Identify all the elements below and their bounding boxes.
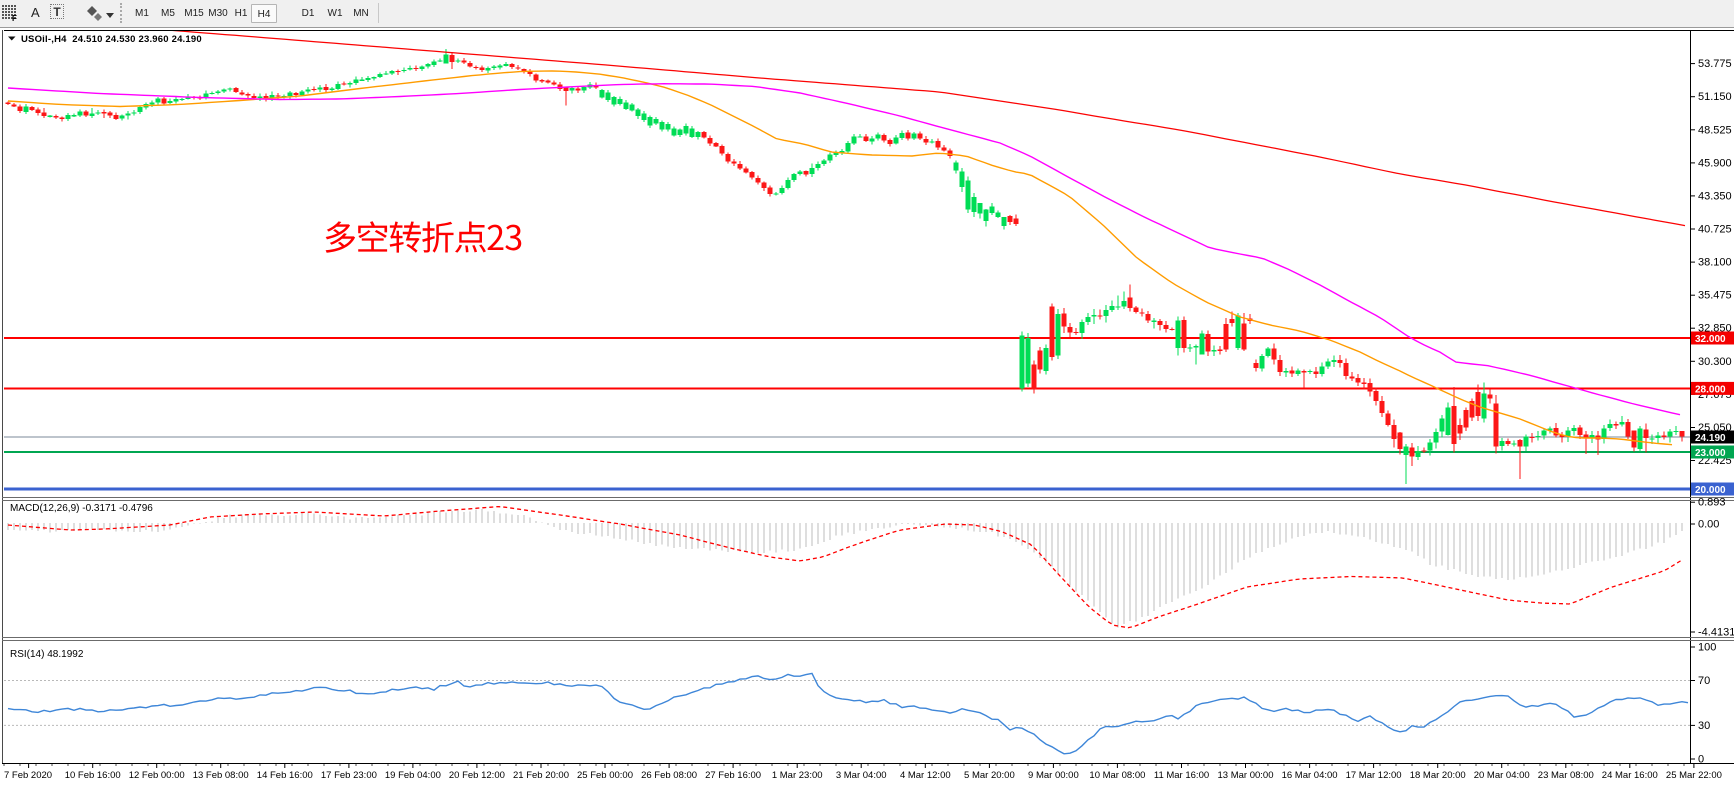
svg-text:20.000: 20.000 <box>1695 485 1726 496</box>
svg-text:12 Feb 00:00: 12 Feb 00:00 <box>129 770 185 781</box>
svg-text:23 Mar 08:00: 23 Mar 08:00 <box>1538 770 1594 781</box>
svg-text:20 Mar 04:00: 20 Mar 04:00 <box>1474 770 1530 781</box>
svg-text:MACD(12,26,9) -0.3171 -0.4796: MACD(12,26,9) -0.3171 -0.4796 <box>10 503 153 514</box>
svg-text:10 Mar 08:00: 10 Mar 08:00 <box>1089 770 1145 781</box>
svg-text:0: 0 <box>1698 754 1704 766</box>
svg-text:21 Feb 20:00: 21 Feb 20:00 <box>513 770 569 781</box>
svg-text:24.190: 24.190 <box>1695 433 1726 444</box>
svg-text:23.000: 23.000 <box>1695 448 1726 459</box>
svg-text:48.525: 48.525 <box>1698 124 1732 136</box>
svg-text:13 Mar 00:00: 13 Mar 00:00 <box>1218 770 1274 781</box>
svg-text:100: 100 <box>1698 642 1716 654</box>
svg-text:26 Feb 08:00: 26 Feb 08:00 <box>641 770 697 781</box>
svg-text:40.725: 40.725 <box>1698 224 1732 236</box>
svg-text:5 Mar 20:00: 5 Mar 20:00 <box>964 770 1015 781</box>
svg-text:17 Feb 23:00: 17 Feb 23:00 <box>321 770 377 781</box>
svg-text:10 Feb 16:00: 10 Feb 16:00 <box>65 770 121 781</box>
svg-text:20 Feb 12:00: 20 Feb 12:00 <box>449 770 505 781</box>
svg-text:17 Mar 12:00: 17 Mar 12:00 <box>1346 770 1402 781</box>
svg-text:43.350: 43.350 <box>1698 190 1732 202</box>
svg-text:9 Mar 00:00: 9 Mar 00:00 <box>1028 770 1079 781</box>
svg-text:3 Mar 04:00: 3 Mar 04:00 <box>836 770 887 781</box>
svg-text:0.00: 0.00 <box>1698 519 1719 531</box>
svg-text:0.893: 0.893 <box>1698 497 1726 509</box>
svg-text:16 Mar 04:00: 16 Mar 04:00 <box>1282 770 1338 781</box>
svg-text:25 Feb 00:00: 25 Feb 00:00 <box>577 770 633 781</box>
svg-text:25 Mar 22:00: 25 Mar 22:00 <box>1666 770 1722 781</box>
svg-text:18 Mar 20:00: 18 Mar 20:00 <box>1410 770 1466 781</box>
svg-text:RSI(14) 48.1992: RSI(14) 48.1992 <box>10 649 84 660</box>
svg-text:1 Mar 23:00: 1 Mar 23:00 <box>772 770 823 781</box>
svg-text:45.900: 45.900 <box>1698 157 1732 169</box>
svg-text:70: 70 <box>1698 675 1710 687</box>
svg-text:35.475: 35.475 <box>1698 290 1732 302</box>
svg-text:7 Feb 2020: 7 Feb 2020 <box>4 770 52 781</box>
svg-text:11 Mar 16:00: 11 Mar 16:00 <box>1154 770 1209 781</box>
svg-text:27 Feb 16:00: 27 Feb 16:00 <box>705 770 761 781</box>
svg-text:53.775: 53.775 <box>1698 58 1732 70</box>
svg-text:28.000: 28.000 <box>1695 384 1726 395</box>
svg-text:38.100: 38.100 <box>1698 257 1732 269</box>
svg-text:51.150: 51.150 <box>1698 91 1732 103</box>
svg-text:30.300: 30.300 <box>1698 356 1732 368</box>
svg-text:32.000: 32.000 <box>1695 334 1726 345</box>
svg-text:24 Mar 16:00: 24 Mar 16:00 <box>1602 770 1658 781</box>
svg-text:-4.4131: -4.4131 <box>1698 627 1734 639</box>
svg-text:13 Feb 08:00: 13 Feb 08:00 <box>193 770 249 781</box>
svg-text:30: 30 <box>1698 720 1710 732</box>
svg-text:19 Feb 04:00: 19 Feb 04:00 <box>385 770 441 781</box>
svg-text:USOil-,H4 24.510 24.530 23.96: USOil-,H4 24.510 24.530 23.960 24.190 <box>21 34 202 45</box>
svg-text:4 Mar 12:00: 4 Mar 12:00 <box>900 770 951 781</box>
svg-text:14 Feb 16:00: 14 Feb 16:00 <box>257 770 313 781</box>
